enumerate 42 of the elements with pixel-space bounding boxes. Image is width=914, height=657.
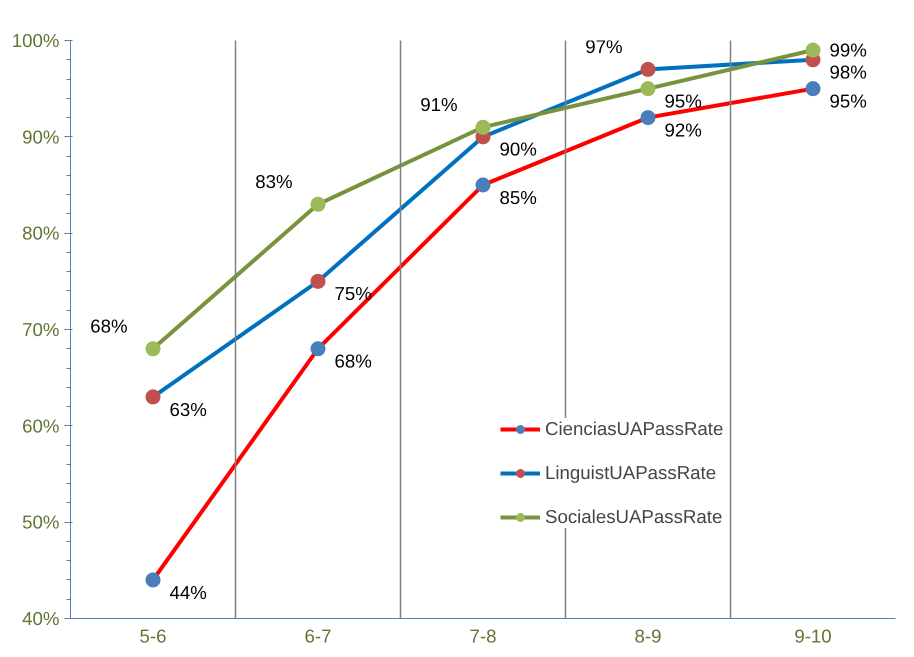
y-tick-label: 70%	[22, 319, 60, 340]
data-label: 92%	[664, 119, 702, 140]
data-label: 99%	[830, 40, 867, 61]
point	[146, 572, 160, 588]
data-label: 95%	[830, 90, 867, 112]
point	[476, 120, 490, 135]
x-tick-label: 6-7	[304, 626, 332, 646]
x-tick-label: 8-9	[634, 626, 662, 646]
y-tick-label: 90%	[22, 126, 60, 148]
y-tick-label: 60%	[22, 415, 60, 436]
point	[310, 196, 326, 212]
point	[640, 110, 656, 126]
x-tick-label: 9-10	[794, 626, 832, 646]
data-label: 44%	[170, 582, 207, 603]
point	[146, 341, 160, 356]
data-label: 83%	[255, 171, 293, 192]
data-label: 63%	[170, 398, 207, 420]
data-label: 95%	[664, 90, 702, 112]
data-label: 85%	[500, 186, 537, 208]
y-tick-label: 100%	[12, 30, 60, 51]
data-label: 91%	[420, 94, 458, 115]
point	[310, 274, 326, 289]
y-tick-label: 50%	[22, 512, 60, 533]
y-tick-label: 40%	[22, 608, 60, 629]
x-tick-label: 5-6	[140, 626, 166, 646]
y-tick-label: 80%	[22, 222, 60, 244]
point	[806, 81, 820, 96]
data-label: 98%	[830, 62, 867, 83]
x-tick-label: 7-8	[470, 626, 496, 646]
point	[476, 178, 490, 192]
data-label: 68%	[334, 350, 372, 372]
data-label: 68%	[90, 316, 128, 337]
data-label: 75%	[334, 283, 372, 304]
point	[640, 62, 656, 77]
data-label: 90%	[500, 138, 537, 160]
point	[146, 389, 160, 404]
point	[640, 81, 656, 96]
legend-label: SocialesUAPassRate	[545, 506, 722, 528]
legend-label: LinguistUAPassRate	[545, 462, 716, 484]
legend-label: CienciasUAPassRate	[545, 418, 724, 440]
point	[806, 42, 820, 58]
point	[310, 341, 326, 356]
